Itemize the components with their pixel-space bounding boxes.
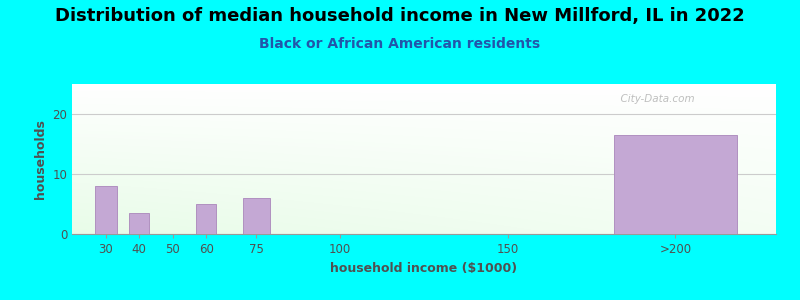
Bar xyxy=(130,213,149,234)
Text: Black or African American residents: Black or African American residents xyxy=(259,38,541,52)
Bar xyxy=(94,186,117,234)
Bar xyxy=(197,204,216,234)
Bar xyxy=(614,135,738,234)
Text: Distribution of median household income in New Millford, IL in 2022: Distribution of median household income … xyxy=(55,8,745,26)
Text: City-Data.com: City-Data.com xyxy=(614,94,694,104)
Y-axis label: households: households xyxy=(34,119,46,199)
Bar xyxy=(242,198,270,234)
X-axis label: household income ($1000): household income ($1000) xyxy=(330,262,518,275)
